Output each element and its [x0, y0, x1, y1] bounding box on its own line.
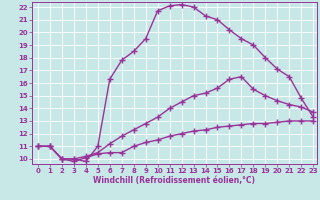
X-axis label: Windchill (Refroidissement éolien,°C): Windchill (Refroidissement éolien,°C) [93, 176, 255, 185]
